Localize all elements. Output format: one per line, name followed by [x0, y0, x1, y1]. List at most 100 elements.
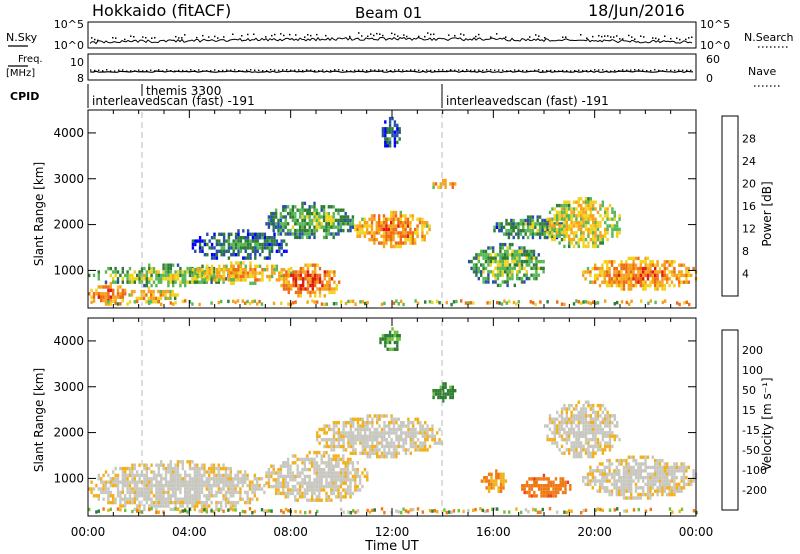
heatmap-cell-r13: [661, 273, 664, 278]
heatmap-cell-r2: [412, 427, 415, 432]
heatmap-cell-r5: [246, 236, 250, 240]
heatmap-cell-r7: [548, 420, 552, 425]
heatmap-cell-r3: [384, 340, 387, 345]
heatmap-cell-r11: [550, 235, 554, 240]
heatmap-cell-r1: [366, 474, 369, 479]
heatmap-cell-r12: [575, 207, 578, 211]
heatmap-cell-r5: [239, 249, 243, 253]
heatmap-cell-r12: [565, 234, 568, 238]
heatmap-cell-r7: [390, 234, 393, 238]
heatmap-cell-r0: [179, 480, 182, 484]
heatmap-cell-r7: [587, 427, 590, 432]
heatmap-cell-r12: [582, 241, 585, 245]
heatmap-cell-r13: [622, 263, 626, 267]
heatmap-cell-r13: [606, 280, 609, 284]
heatmap-cell-r10: [528, 256, 531, 260]
heatmap-cell-r12: [582, 237, 585, 242]
heatmap-cell-r12: [589, 200, 592, 204]
heatmap-cell-r10: [525, 273, 528, 277]
heatmap-cell-r13: [644, 263, 647, 267]
heatmap-cell-r8: [692, 469, 695, 473]
heatmap-cell-r7: [370, 227, 374, 232]
heatmap-cell-r6: [327, 222, 331, 226]
heatmap-cell-r6: [533, 477, 536, 481]
heatmap-cell-r7: [599, 427, 602, 432]
heatmap-cell-r12: [548, 220, 552, 225]
heatmap-cell-ground: [464, 301, 468, 305]
heatmap-cell-r0: [181, 466, 184, 471]
heatmap-cell-r11: [529, 229, 532, 233]
heatmap-cell-r1: [286, 457, 290, 462]
heatmap-cell-r4: [309, 273, 312, 278]
heatmap-cell-r8: [682, 486, 686, 490]
heatmap-cell-r3: [280, 274, 283, 279]
heatmap-cell-r4: [311, 290, 314, 295]
heatmap-cell-r7: [608, 420, 612, 425]
heatmap-cell-r7: [568, 431, 571, 435]
heatmap-cell-r6: [332, 211, 335, 216]
nave-dot: [266, 70, 268, 72]
heatmap-cell-r0: [162, 466, 165, 471]
heatmap-cell-ground: [534, 508, 537, 512]
heatmap-cell-r3: [254, 278, 257, 282]
heatmap-cell-r5: [280, 246, 283, 250]
nave-dot: [454, 69, 456, 71]
heatmap-cell-ground: [136, 299, 139, 304]
heatmap-cell-r2: [186, 266, 189, 271]
heatmap-cell-r5: [261, 242, 264, 247]
heatmap-cell-r8: [642, 492, 645, 497]
heatmap-cell-r1: [157, 289, 160, 294]
heatmap-cell-r0: [138, 480, 141, 484]
heatmap-cell-r7: [418, 221, 422, 225]
heatmap-cell-r8: [654, 458, 657, 463]
heatmap-cell-r2: [383, 438, 386, 442]
heatmap-cell-r0: [155, 487, 158, 491]
heatmap-cell-r7: [604, 441, 607, 445]
heatmap-cell-r4: [333, 287, 336, 291]
heatmap-cell-r13: [651, 263, 654, 267]
heatmap-cell-r12: [568, 224, 571, 228]
heatmap-cell-r6: [339, 215, 343, 219]
heatmap-cell-r0: [239, 490, 242, 495]
heatmap-cell-r10: [513, 266, 516, 271]
heatmap-cell-r1: [366, 471, 369, 475]
heatmap-cell-r2: [390, 438, 393, 442]
heatmap-cell-r6: [318, 218, 321, 223]
heatmap-cell-ground: [90, 300, 93, 304]
heatmap-cell-r1: [274, 491, 278, 496]
heatmap-cell-r2: [162, 277, 165, 281]
heatmap-cell-r0: [119, 497, 122, 501]
heatmap-cell-r7: [382, 231, 386, 235]
heatmap-cell-r6: [313, 205, 316, 209]
heatmap-cell-r0: [232, 494, 235, 498]
heatmap-cell-r7: [426, 221, 429, 225]
heatmap-cell-r2: [104, 280, 108, 284]
heatmap-cell-r2: [392, 451, 396, 455]
heatmap-cell-r8: [678, 489, 681, 493]
heatmap-cell-r8: [601, 486, 604, 490]
heatmap-cell-r8: [584, 475, 587, 480]
heatmap-cell-r7: [553, 424, 556, 428]
heatmap-cell-r5: [258, 246, 262, 250]
nave-dot: [678, 69, 680, 71]
heatmap-cell-r7: [402, 224, 405, 228]
nave-dot: [306, 69, 308, 71]
heatmap-cell-r2: [186, 280, 189, 284]
heatmap-cell-r12: [582, 224, 585, 228]
heatmap-cell-r4: [323, 283, 326, 288]
heatmap-cell-r2: [320, 427, 324, 432]
heatmap-cell-r2: [388, 421, 391, 425]
heatmap-cell-r1: [334, 484, 338, 489]
heatmap-cell-r3: [254, 264, 257, 268]
heatmap-cell-r1: [363, 467, 367, 472]
heatmap-cell-r8: [603, 475, 606, 480]
heatmap-cell-r7: [572, 441, 576, 445]
heatmap-cell-r2: [392, 455, 396, 459]
heatmap-cell-r10: [506, 259, 509, 264]
heatmap-cell-r5: [256, 239, 259, 243]
heatmap-cell-r7: [406, 224, 410, 228]
heatmap-cell-r5: [227, 239, 231, 243]
heatmap-cell-r6: [349, 222, 352, 226]
heatmap-cell-r4: [285, 277, 288, 281]
heatmap-cell-r0: [131, 497, 134, 501]
